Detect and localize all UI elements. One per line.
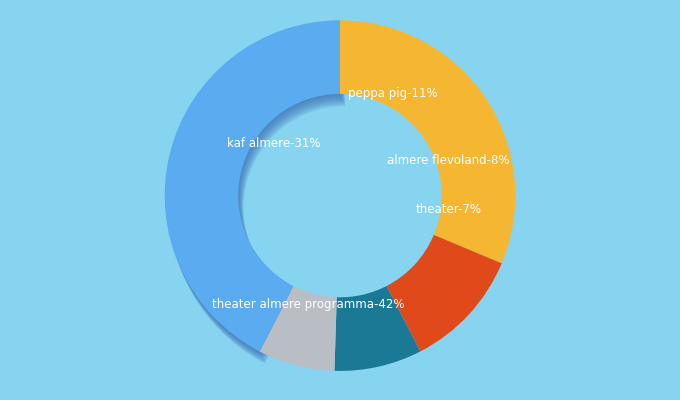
Wedge shape bbox=[167, 26, 343, 358]
Text: kaf almere-31%: kaf almere-31% bbox=[226, 136, 320, 150]
Text: theater-7%: theater-7% bbox=[415, 203, 481, 216]
Wedge shape bbox=[335, 286, 420, 371]
Wedge shape bbox=[170, 32, 345, 364]
Wedge shape bbox=[167, 25, 342, 356]
Wedge shape bbox=[387, 235, 502, 352]
Wedge shape bbox=[165, 20, 340, 352]
Wedge shape bbox=[260, 286, 337, 371]
Wedge shape bbox=[340, 20, 515, 263]
Wedge shape bbox=[169, 30, 344, 361]
Wedge shape bbox=[166, 23, 341, 354]
Text: almere flevoland-8%: almere flevoland-8% bbox=[388, 154, 510, 167]
Text: theater almere programma-42%: theater almere programma-42% bbox=[212, 298, 405, 311]
Wedge shape bbox=[168, 28, 343, 359]
Wedge shape bbox=[165, 22, 341, 353]
Wedge shape bbox=[169, 31, 345, 362]
Text: peppa pig-11%: peppa pig-11% bbox=[347, 88, 437, 100]
